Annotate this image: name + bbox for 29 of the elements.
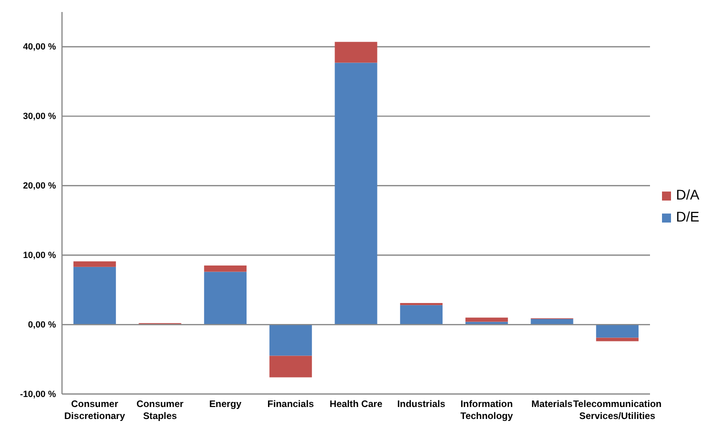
y-tick-label: 10,00 %: [22, 250, 56, 260]
x-tick-label: Financials: [267, 399, 314, 410]
bar: [596, 324, 639, 338]
y-tick-label: -10,00 %: [20, 388, 56, 399]
x-tick-label: Health Care: [330, 399, 382, 410]
x-tick-label: Consumer Discretionary: [64, 399, 126, 422]
y-tick-label: 20,00 %: [22, 180, 56, 191]
y-tick-label: 40,00 %: [22, 42, 56, 52]
y-tick-label: 0,00 %: [28, 319, 56, 330]
bar: [596, 338, 639, 342]
x-tick-label: Information Technology: [460, 399, 514, 422]
bar: [269, 324, 312, 356]
bar: [334, 42, 378, 63]
bar: [334, 62, 378, 325]
bar: [204, 266, 247, 272]
bar: [400, 305, 443, 325]
bar: [73, 266, 116, 325]
x-tick-label: Energy: [209, 399, 242, 410]
bar: [465, 318, 508, 322]
legend-label: D/E: [676, 208, 700, 225]
x-tick-label: Industrials: [397, 399, 446, 410]
x-tick-label: Telecommunication Services/Utilities: [573, 399, 662, 422]
y-tick-label: 30,00 %: [22, 111, 56, 122]
legend-label: D/A: [676, 186, 700, 203]
x-tick-label: Materials: [531, 399, 573, 410]
bar: [204, 272, 247, 325]
x-tick-label: Consumer Staples: [136, 399, 184, 422]
bar: [73, 261, 116, 267]
bar: [269, 356, 312, 378]
